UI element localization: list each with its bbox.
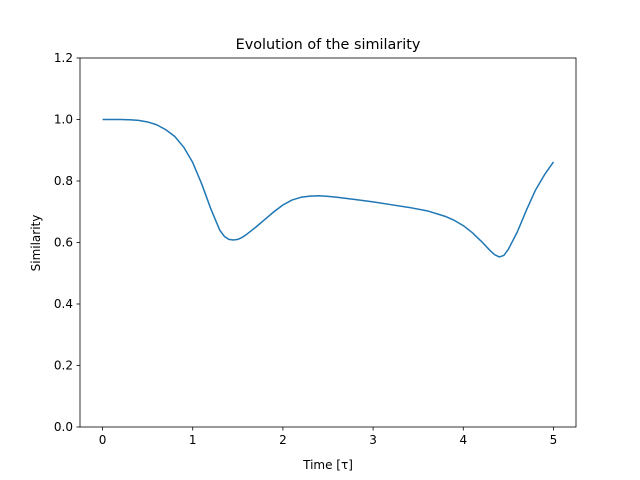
plot-area: 0 1 2 3 4 5 0.0 0.2 0.4 0.6 0.8 1.0 1.2 — [54, 51, 577, 447]
x-tick-label: 4 — [459, 433, 467, 447]
x-tick-label: 1 — [189, 433, 197, 447]
y-tick-label: 0.4 — [54, 297, 73, 311]
y-axis-label: Similarity — [29, 215, 43, 272]
y-tick-label: 0.6 — [54, 236, 73, 250]
y-tick-label: 0.2 — [54, 359, 73, 373]
chart-title: Evolution of the similarity — [236, 37, 421, 53]
x-axis-label: Time [τ] — [302, 458, 353, 472]
y-tick-label: 0.0 — [54, 420, 73, 434]
y-tick-label: 1.0 — [54, 113, 73, 127]
series-line-0 — [102, 118, 555, 258]
x-tick-label: 5 — [550, 433, 558, 447]
y-tick-label: 1.2 — [54, 51, 73, 65]
x-tick-label: 0 — [99, 433, 107, 447]
x-tick-label: 3 — [369, 433, 377, 447]
y-tick-label: 0.8 — [54, 174, 73, 188]
x-tick-label: 2 — [279, 433, 287, 447]
